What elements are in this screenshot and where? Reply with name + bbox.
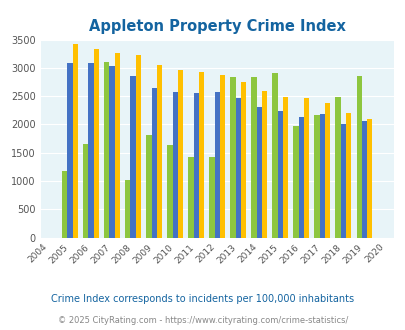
Bar (361, 121, 366, 238)
Bar (314, 115, 319, 238)
Bar (156, 65, 162, 238)
Bar (240, 82, 245, 238)
Title: Appleton Property Crime Index: Appleton Property Crime Index (89, 19, 345, 34)
Bar (303, 98, 309, 238)
Bar (277, 112, 282, 238)
Bar (319, 114, 324, 238)
Bar (177, 70, 183, 238)
Bar (125, 181, 130, 238)
Bar (209, 157, 214, 238)
Bar (167, 145, 172, 238)
Bar (193, 93, 198, 238)
Bar (88, 63, 94, 238)
Bar (151, 88, 156, 238)
Bar (340, 124, 345, 238)
Bar (94, 49, 99, 238)
Bar (72, 44, 78, 238)
Bar (135, 55, 141, 238)
Text: © 2025 CityRating.com - https://www.cityrating.com/crime-statistics/: © 2025 CityRating.com - https://www.city… (58, 316, 347, 325)
Bar (62, 171, 67, 238)
Bar (335, 97, 340, 238)
Bar (83, 144, 88, 238)
Bar (146, 135, 151, 238)
Bar (219, 75, 224, 238)
Bar (214, 92, 219, 238)
Bar (251, 77, 256, 238)
Bar (324, 103, 329, 238)
Bar (172, 92, 177, 238)
Bar (366, 119, 371, 238)
Bar (198, 72, 204, 238)
Bar (356, 76, 361, 238)
Bar (261, 91, 266, 238)
Bar (282, 97, 288, 238)
Bar (256, 108, 261, 238)
Bar (298, 117, 303, 238)
Legend: Appleton, Minnesota, National: Appleton, Minnesota, National (64, 327, 369, 330)
Bar (115, 53, 119, 238)
Bar (109, 66, 115, 238)
Bar (130, 76, 135, 238)
Bar (235, 98, 240, 238)
Bar (67, 63, 72, 238)
Bar (272, 73, 277, 238)
Bar (230, 77, 235, 238)
Bar (188, 157, 193, 238)
Bar (104, 62, 109, 238)
Bar (345, 113, 350, 238)
Bar (293, 126, 298, 238)
Text: Crime Index corresponds to incidents per 100,000 inhabitants: Crime Index corresponds to incidents per… (51, 294, 354, 304)
